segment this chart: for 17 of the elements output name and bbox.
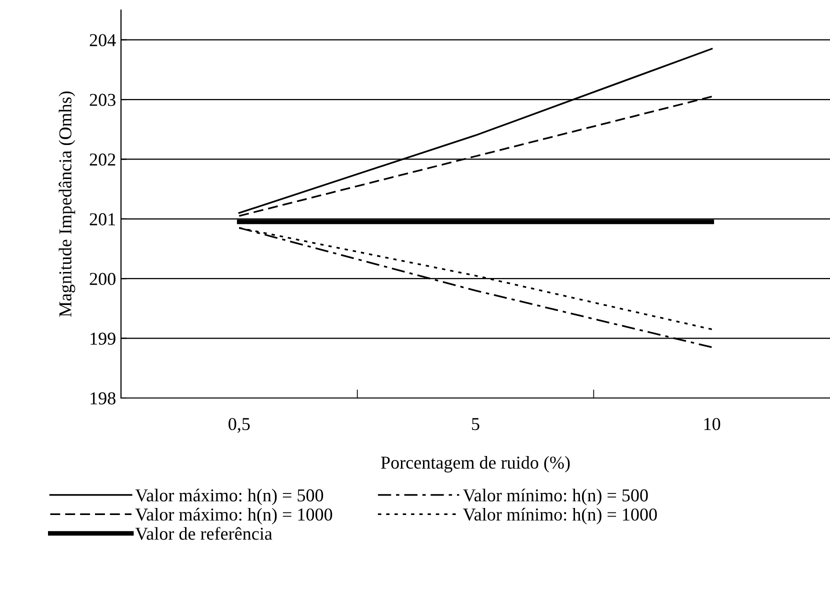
x-axis-title: Porcentagem de ruido (%)	[381, 456, 570, 472]
y-tick-label: 200	[90, 272, 116, 286]
legend-label: Valor mínimo: h(n) = 500	[463, 488, 648, 506]
y-tick-label: 198	[90, 392, 116, 404]
legend-label: Valor máximo: h(n) = 1000	[135, 508, 332, 524]
y-tick-label: 203	[90, 94, 116, 106]
legend-label: Valor máximo: h(n) = 500	[135, 488, 324, 506]
y-tick-label: 201	[90, 213, 116, 226]
legend-label: Valor de referência	[135, 526, 272, 540]
y-tick-label: 199	[90, 332, 116, 345]
y-axis-title: Magnitude Impedância (Omhs)	[58, 91, 76, 317]
x-tick-label: 10	[704, 418, 720, 430]
y-tick-label: 202	[90, 153, 116, 166]
x-tick-label: 5	[472, 418, 480, 430]
x-tick-label: 0,5	[228, 418, 250, 433]
legend-label: Valor mínimo: h(n) = 1000	[463, 508, 657, 524]
y-tick-label: 204	[90, 34, 116, 46]
